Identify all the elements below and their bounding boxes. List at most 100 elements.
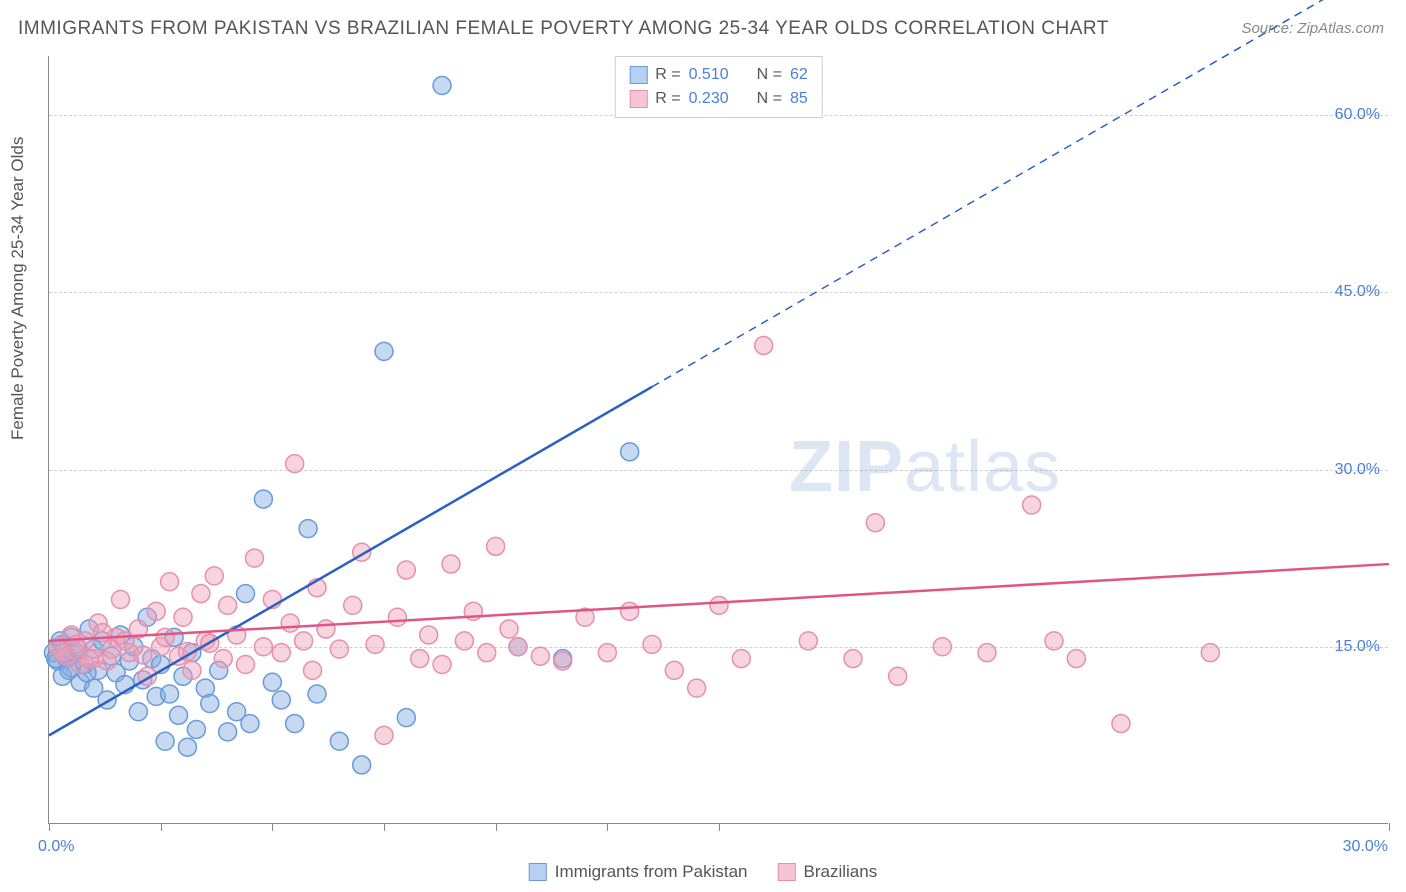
x-axis-tick <box>161 823 162 831</box>
data-point <box>478 644 496 662</box>
data-point <box>295 632 313 650</box>
y-axis-label: Female Poverty Among 25-34 Year Olds <box>8 137 28 440</box>
x-axis-tick <box>272 823 273 831</box>
x-axis-tick <box>496 823 497 831</box>
legend-r-label: R = <box>655 63 680 87</box>
legend-swatch <box>629 66 647 84</box>
legend-series: Immigrants from Pakistan Brazilians <box>529 862 877 882</box>
y-axis-tick-label: 15.0% <box>1335 638 1380 656</box>
data-point <box>755 336 773 354</box>
chart-title: IMMIGRANTS FROM PAKISTAN VS BRAZILIAN FE… <box>18 18 1109 40</box>
legend-n-label: N = <box>757 87 782 111</box>
legend-stats: R = 0.510 N = 62R = 0.230N = 85 <box>614 56 823 118</box>
x-axis-max-label: 30.0% <box>1343 838 1388 856</box>
data-point <box>397 561 415 579</box>
data-point <box>1067 650 1085 668</box>
x-axis-tick <box>49 823 50 831</box>
data-point <box>330 732 348 750</box>
data-point <box>353 756 371 774</box>
x-axis-min-label: 0.0% <box>38 838 74 856</box>
data-point <box>598 644 616 662</box>
data-point <box>411 650 429 668</box>
x-axis-tick <box>384 823 385 831</box>
data-point <box>554 652 572 670</box>
data-point <box>643 635 661 653</box>
data-point <box>286 715 304 733</box>
data-point <box>201 694 219 712</box>
data-point <box>665 661 683 679</box>
data-point <box>375 342 393 360</box>
data-point <box>732 650 750 668</box>
data-point <box>80 650 98 668</box>
legend-r-label: R = <box>655 87 680 111</box>
data-point <box>375 726 393 744</box>
data-point <box>344 596 362 614</box>
legend-stat-row: R = 0.230N = 85 <box>629 87 808 111</box>
data-point <box>170 706 188 724</box>
data-point <box>433 77 451 95</box>
data-point <box>299 520 317 538</box>
data-point <box>531 647 549 665</box>
legend-series-item: Brazilians <box>778 862 878 882</box>
data-point <box>183 661 201 679</box>
data-point <box>263 673 281 691</box>
scatter-plot-svg <box>49 56 1388 823</box>
legend-swatch <box>529 863 547 881</box>
trend-line <box>49 564 1389 641</box>
data-point <box>933 638 951 656</box>
data-point <box>116 632 134 650</box>
legend-series-label: Brazilians <box>804 862 878 882</box>
data-point <box>1201 644 1219 662</box>
data-point <box>161 685 179 703</box>
legend-n-value: 62 <box>790 63 808 87</box>
legend-stat-row: R = 0.510 N = 62 <box>629 63 808 87</box>
data-point <box>286 455 304 473</box>
data-point <box>420 626 438 644</box>
legend-r-value: 0.510 <box>689 63 729 87</box>
data-point <box>147 602 165 620</box>
y-axis-tick-label: 30.0% <box>1335 461 1380 479</box>
data-point <box>710 596 728 614</box>
data-point <box>433 655 451 673</box>
data-point <box>688 679 706 697</box>
data-point <box>978 644 996 662</box>
data-point <box>866 514 884 532</box>
data-point <box>174 608 192 626</box>
data-point <box>129 703 147 721</box>
data-point <box>308 685 326 703</box>
data-point <box>245 549 263 567</box>
legend-n-label: N = <box>757 63 782 87</box>
plot-area: ZIPatlas R = 0.510N = 62R = 0.230N = 85 … <box>48 56 1388 824</box>
data-point <box>156 628 174 646</box>
data-point <box>205 567 223 585</box>
data-point <box>1023 496 1041 514</box>
data-point <box>330 640 348 658</box>
data-point <box>1045 632 1063 650</box>
data-point <box>192 585 210 603</box>
data-point <box>500 620 518 638</box>
legend-series-item: Immigrants from Pakistan <box>529 862 748 882</box>
legend-swatch <box>629 90 647 108</box>
data-point <box>799 632 817 650</box>
data-point <box>237 585 255 603</box>
data-point <box>272 691 290 709</box>
data-point <box>844 650 862 668</box>
data-point <box>281 614 299 632</box>
data-point <box>187 720 205 738</box>
data-point <box>156 732 174 750</box>
data-point <box>254 490 272 508</box>
data-point <box>219 723 237 741</box>
x-axis-tick <box>607 823 608 831</box>
data-point <box>214 650 232 668</box>
data-point <box>304 661 322 679</box>
data-point <box>397 709 415 727</box>
data-point <box>621 443 639 461</box>
data-point <box>178 738 196 756</box>
data-point <box>366 635 384 653</box>
data-point <box>134 646 152 664</box>
data-point <box>241 715 259 733</box>
correlation-chart: IMMIGRANTS FROM PAKISTAN VS BRAZILIAN FE… <box>0 0 1406 892</box>
data-point <box>237 655 255 673</box>
data-point <box>455 632 473 650</box>
data-point <box>509 638 527 656</box>
